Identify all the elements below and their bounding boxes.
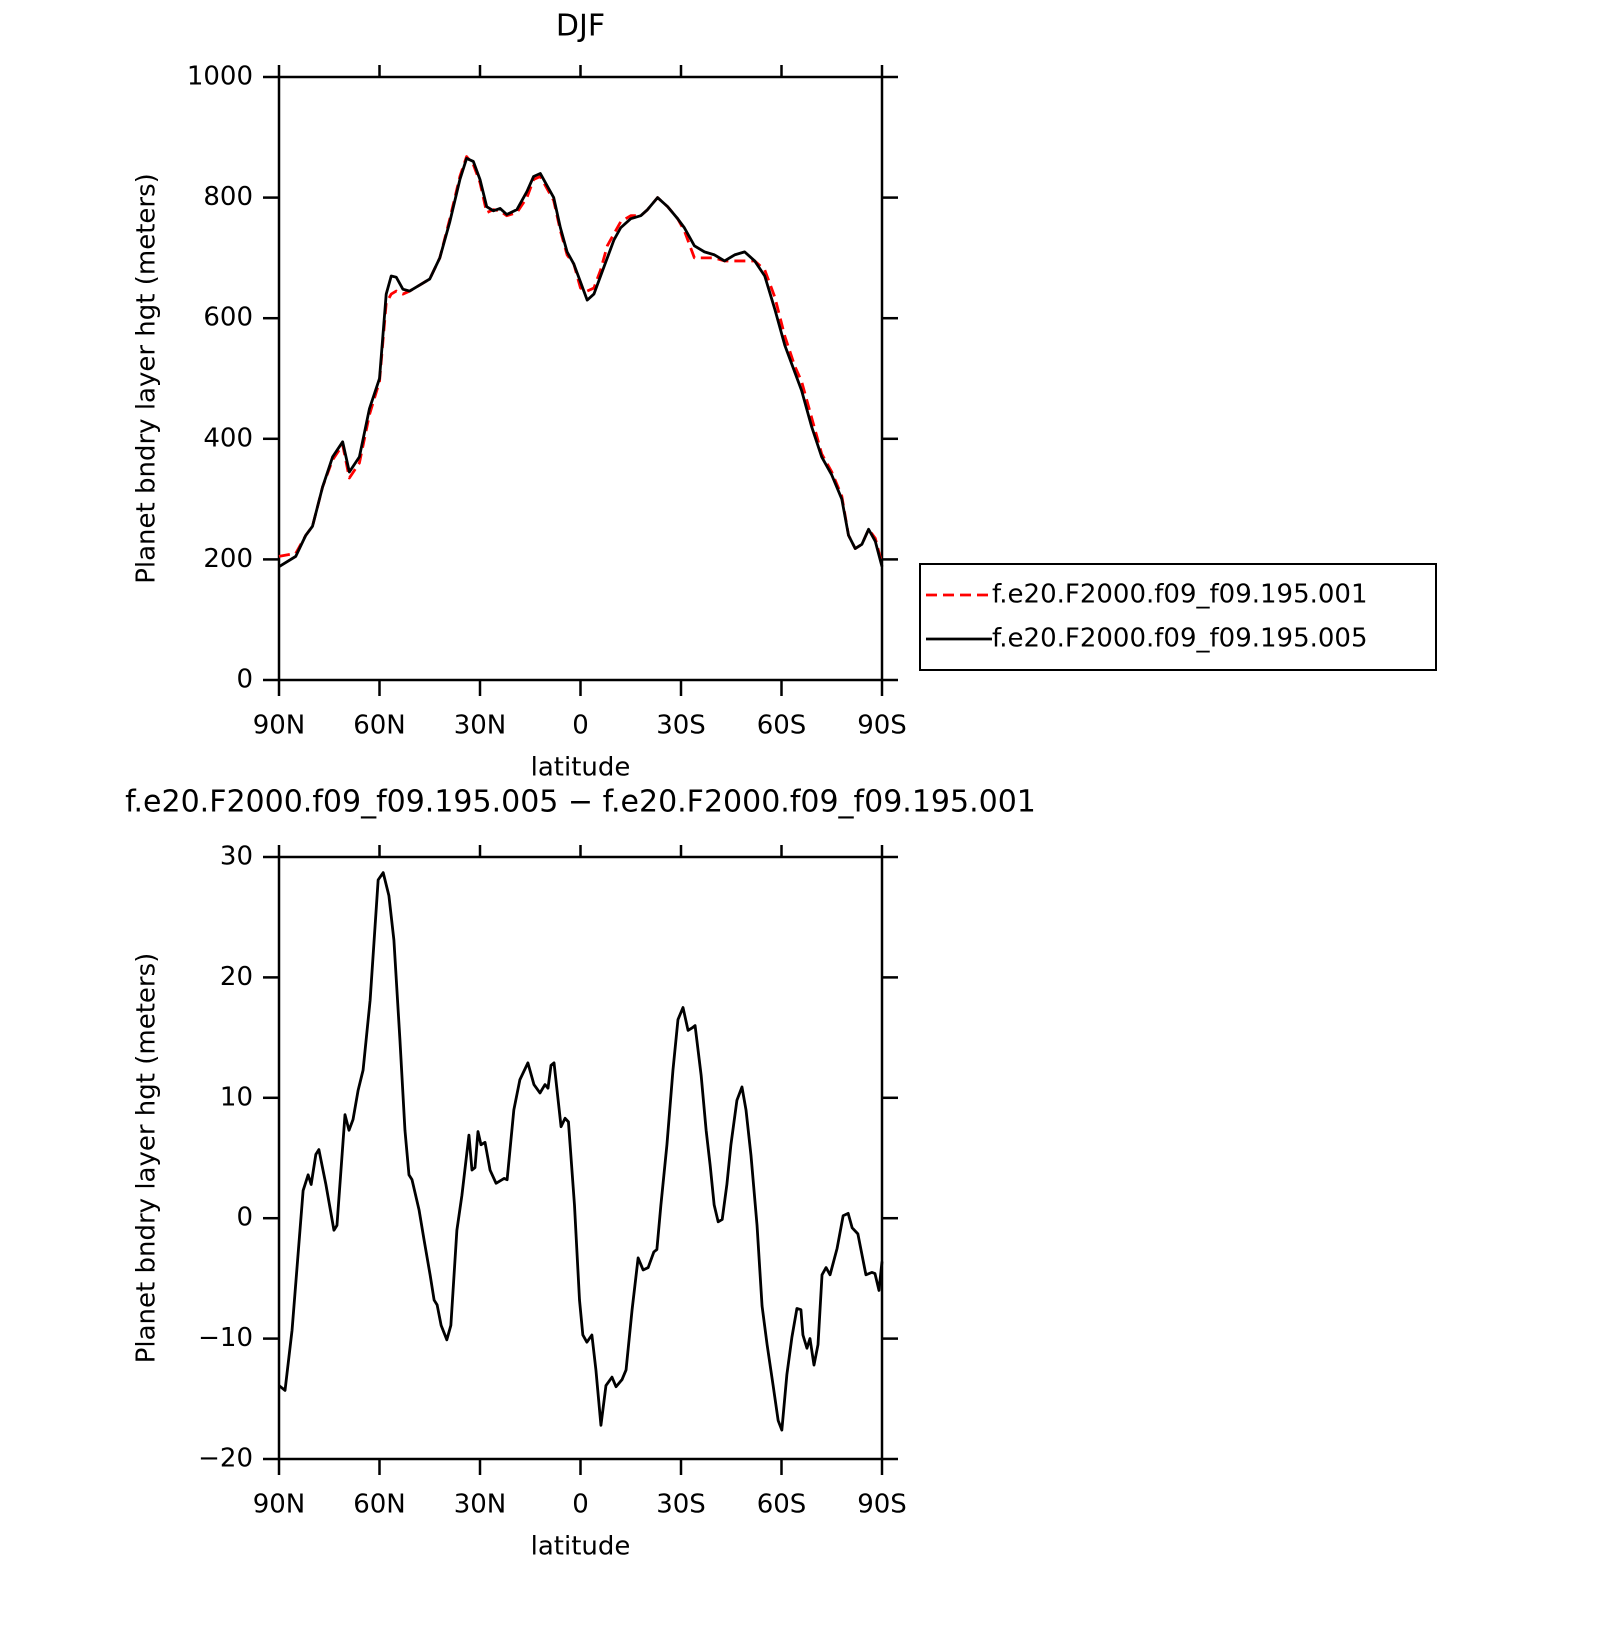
x-tick-label: 60S [757,711,807,741]
x-tick-label: 60S [757,1490,807,1520]
x-tick-label: 90N [253,711,306,741]
legend-box [919,563,1437,671]
data-line [278,871,884,1432]
x-tick-label: 30S [656,1490,706,1520]
y-tick-label: 10 [220,1082,253,1112]
legend-label: f.e20.F2000.f09_f09.195.005 [992,624,1368,654]
y-tick-label: 0 [236,1203,253,1233]
y-tick-label: 600 [203,303,253,333]
x-tick-label: 0 [572,711,589,741]
data-line [278,157,884,568]
legend-label: f.e20.F2000.f09_f09.195.001 [992,580,1368,610]
y-tick-label: 30 [220,842,253,872]
y-axis-label: Planet bndry layer hgt (meters) [132,953,162,1364]
y-tick-label: 0 [236,665,253,695]
chart-title: f.e20.F2000.f09_f09.195.005 − f.e20.F200… [125,785,1036,820]
x-tick-label: 60N [353,711,406,741]
x-axis-label: latitude [531,753,631,783]
chart-title: DJF [556,9,605,44]
y-tick-label: −10 [198,1323,253,1353]
plot-frame [277,75,884,682]
y-tick-label: 1000 [187,62,253,92]
x-tick-label: 30N [454,711,507,741]
y-tick-label: −20 [198,1444,253,1474]
x-axis-label: latitude [531,1532,631,1562]
y-tick-label: 400 [203,423,253,453]
y-tick-label: 20 [220,962,253,992]
y-axis-label: Planet bndry layer hgt (meters) [132,173,162,584]
x-tick-label: 30N [454,1490,507,1520]
y-tick-label: 200 [203,544,253,574]
x-tick-label: 60N [353,1490,406,1520]
x-tick-label: 0 [572,1490,589,1520]
x-tick-label: 90S [857,711,907,741]
y-tick-label: 800 [203,182,253,212]
plot-frame [277,855,884,1461]
x-tick-label: 90N [253,1490,306,1520]
x-tick-label: 30S [656,711,706,741]
x-tick-label: 90S [857,1490,907,1520]
